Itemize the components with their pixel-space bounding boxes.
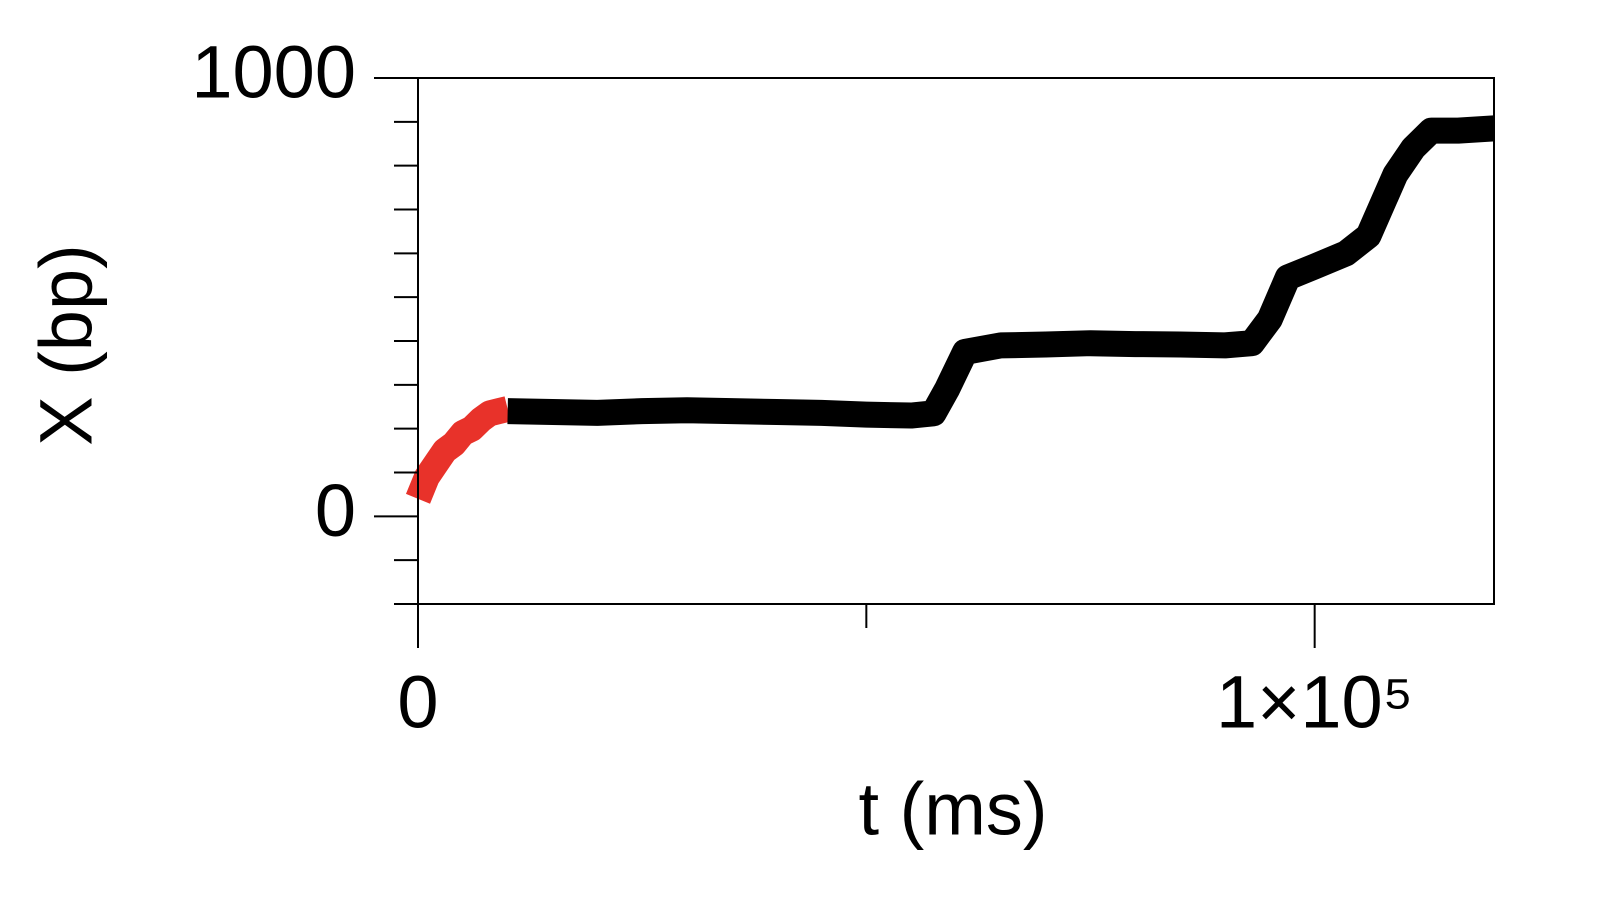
x-axis-label: t (ms) [858, 768, 1047, 851]
y-axis-label: X (bp) [25, 244, 108, 446]
x-tick-label: 0 [397, 661, 438, 744]
y-tick-label: 1000 [191, 31, 356, 114]
data-line [507, 115, 1495, 429]
y-tick-label: 0 [315, 469, 356, 552]
data-line [405, 396, 512, 504]
plot-frame [417, 77, 1495, 605]
x-tick-label: 1×10⁵ [1216, 661, 1413, 744]
